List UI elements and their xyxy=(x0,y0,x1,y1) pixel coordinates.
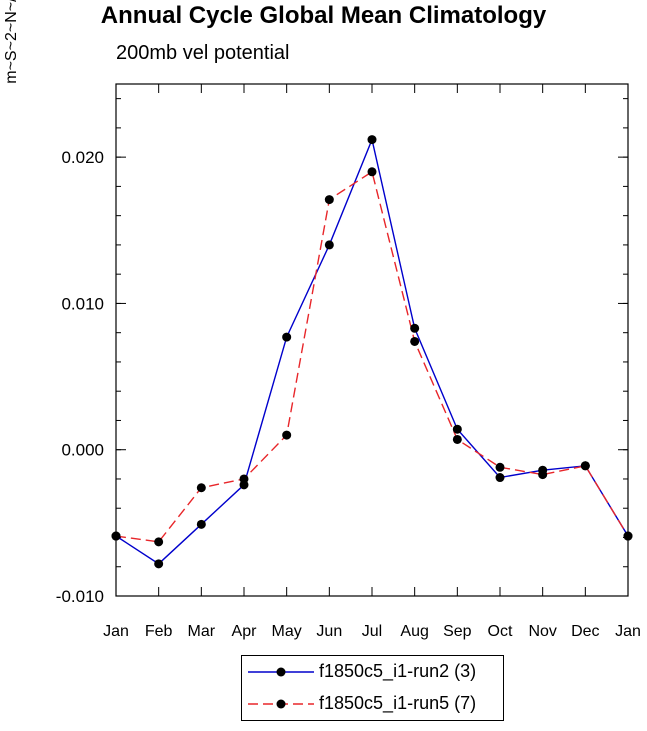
data-point-series-1 xyxy=(282,430,292,440)
x-tick-label: Oct xyxy=(488,623,513,640)
data-point-series-0 xyxy=(495,473,505,483)
axes-layer: Jan Feb Mar Apr May Jun Jul Aug Sep Oct Nov Dec Jan -… xyxy=(56,83,641,640)
legend-swatch-series-0 xyxy=(248,667,314,677)
data-point-series-1 xyxy=(154,537,164,547)
data-point-series-1 xyxy=(239,474,249,484)
chart-subtitle: 200mb vel potential xyxy=(116,42,290,64)
x-tick-label: May xyxy=(272,623,302,640)
plot-frame xyxy=(115,83,629,597)
data-point-series-1 xyxy=(196,483,206,493)
x-tick-label: Dec xyxy=(571,623,599,640)
y-tick-label: -0.010 xyxy=(56,587,104,606)
chart-title: Annual Cycle Global Mean Climatology xyxy=(100,2,547,29)
x-tick-label: Jun xyxy=(316,623,342,640)
legend-item-series-1: f1850c5_i1-run5 (7) xyxy=(242,688,503,720)
x-tick-label: Jan xyxy=(103,623,129,640)
series-line-1 xyxy=(115,170,629,543)
chart-svg: Jan Feb Mar Apr May Jun Jul Aug Sep Oct Nov Dec Jan -… xyxy=(56,83,641,640)
data-point-series-0 xyxy=(196,519,206,529)
data-point-series-1 xyxy=(452,434,462,444)
series-line-0 xyxy=(115,137,629,565)
y-tick-label: 0.020 xyxy=(61,148,104,167)
data-point-series-1 xyxy=(111,531,121,541)
data-point-series-1 xyxy=(538,470,548,480)
x-tick-label: Mar xyxy=(188,623,216,640)
data-point-series-1 xyxy=(410,336,420,346)
data-point-series-0 xyxy=(154,559,164,569)
data-point-series-0 xyxy=(324,240,334,250)
data-point-series-1 xyxy=(324,195,334,205)
x-tick-label: Aug xyxy=(400,623,428,640)
x-tick-label: Jul xyxy=(362,623,382,640)
x-tick-label: Jan xyxy=(615,623,641,640)
legend-item-series-0: f1850c5_i1-run2 (3) xyxy=(242,656,503,688)
x-tick-label: Nov xyxy=(528,623,556,640)
data-point-series-0 xyxy=(410,323,420,333)
x-tick-label: Sep xyxy=(443,623,472,640)
y-tick-label: 0.010 xyxy=(61,294,104,313)
data-point-series-1 xyxy=(580,461,590,471)
data-point-series-1 xyxy=(495,462,505,472)
x-tick-label: Apr xyxy=(232,623,258,640)
data-point-series-0 xyxy=(367,135,377,145)
data-point-series-1 xyxy=(623,531,633,541)
data-point-series-0 xyxy=(282,332,292,342)
y-tick-label: 0.000 xyxy=(61,441,104,460)
legend-marker-series-0 xyxy=(276,667,286,677)
legend-swatch-series-1 xyxy=(248,699,314,709)
legend-label-series-1: f1850c5_i1-run5 (7) xyxy=(319,693,477,713)
legend-marker-series-1 xyxy=(276,699,286,709)
data-point-series-0 xyxy=(452,424,462,434)
data-point-series-1 xyxy=(367,167,377,177)
x-tick-label: Feb xyxy=(145,623,173,640)
legend: f1850c5_i1-run2 (3) f1850c5_i1-run5 (7) xyxy=(241,655,504,721)
legend-label-series-0: f1850c5_i1-run2 (3) xyxy=(319,661,477,681)
series-layer xyxy=(111,135,633,569)
